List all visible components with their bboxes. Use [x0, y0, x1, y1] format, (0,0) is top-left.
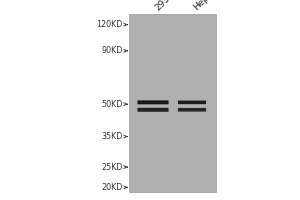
Text: 90KD: 90KD: [102, 46, 123, 55]
FancyBboxPatch shape: [137, 108, 169, 112]
FancyBboxPatch shape: [137, 100, 169, 104]
FancyBboxPatch shape: [178, 101, 206, 104]
FancyBboxPatch shape: [178, 108, 206, 112]
Text: 35KD: 35KD: [102, 132, 123, 141]
Text: 120KD: 120KD: [97, 20, 123, 29]
Bar: [129, 14, 216, 192]
Text: 20KD: 20KD: [102, 183, 123, 192]
Text: HepG2: HepG2: [192, 0, 220, 12]
Text: 293T: 293T: [153, 0, 175, 12]
Text: 25KD: 25KD: [101, 163, 123, 172]
Text: 50KD: 50KD: [102, 100, 123, 109]
